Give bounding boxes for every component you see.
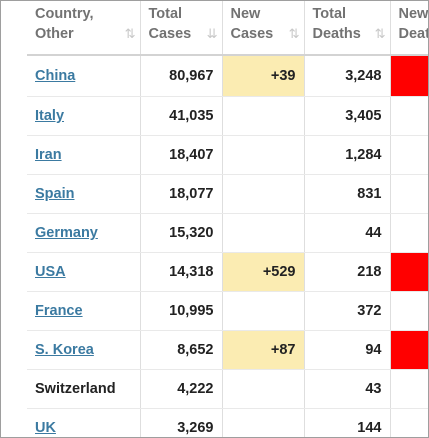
total-cases-cell: 3,269	[140, 408, 223, 437]
new-deaths-cell	[390, 174, 428, 214]
total-cases-cell: 10,995	[140, 291, 223, 331]
total-cases-cell: 18,407	[140, 135, 223, 175]
sort-icon[interactable]: ⇅	[374, 26, 386, 41]
column-header-total-cases[interactable]: Total Cases ⇊	[140, 1, 223, 56]
column-header-label: Total	[148, 6, 183, 22]
country-link[interactable]: S. Korea	[35, 342, 94, 358]
total-cases-cell: 80,967	[140, 55, 223, 97]
new-cases-cell	[222, 369, 305, 409]
new-cases-cell	[222, 174, 305, 214]
table-row: Germany 15,320 44	[27, 213, 428, 253]
new-cases-cell	[222, 213, 305, 253]
table-row: Iran 18,407 1,284	[27, 135, 428, 175]
country-cell: France	[27, 291, 141, 331]
sort-icon[interactable]: ⇅	[288, 26, 300, 41]
country-cell: UK	[27, 408, 141, 437]
country-cell: USA	[27, 252, 141, 292]
total-deaths-cell: 3,248	[304, 55, 391, 97]
column-header-label: Total	[312, 6, 347, 22]
country-cell: Germany	[27, 213, 141, 253]
total-cases-cell: 41,035	[140, 96, 223, 136]
country-link[interactable]: China	[35, 68, 76, 84]
country-link[interactable]: France	[35, 303, 83, 319]
table-row: Italy 41,035 3,405	[27, 96, 428, 136]
new-cases-cell: +87	[222, 330, 305, 370]
table-row: France 10,995 372	[27, 291, 428, 331]
new-cases-cell	[222, 291, 305, 331]
column-header-label: Death	[398, 26, 429, 42]
new-deaths-cell	[390, 252, 428, 292]
country-cell: Switzerland	[27, 369, 141, 409]
table-body: China 80,967 +39 3,248 Italy 41,035 3,405 Iran 1…	[27, 55, 428, 437]
total-cases-cell: 4,222	[140, 369, 223, 409]
new-deaths-cell	[390, 291, 428, 331]
column-header-label: Other	[35, 26, 74, 42]
total-deaths-cell: 372	[304, 291, 391, 331]
column-header-label: Cases	[148, 26, 192, 42]
new-deaths-cell	[390, 213, 428, 253]
total-cases-cell: 18,077	[140, 174, 223, 214]
total-cases-cell: 14,318	[140, 252, 223, 292]
cases-table: Country, Other ⇅ Total Cases ⇊ New Cases…	[27, 1, 429, 437]
new-cases-cell	[222, 135, 305, 175]
table-row: S. Korea 8,652 +87 94	[27, 330, 428, 370]
column-header-label: Cases	[230, 26, 274, 42]
table-row: USA 14,318 +529 218	[27, 252, 428, 292]
total-deaths-cell: 43	[304, 369, 391, 409]
new-deaths-cell	[390, 135, 428, 175]
country-link[interactable]: Germany	[35, 225, 98, 241]
total-cases-cell: 8,652	[140, 330, 223, 370]
column-header-label: Deaths	[312, 26, 361, 42]
total-deaths-cell: 3,405	[304, 96, 391, 136]
new-cases-cell	[222, 408, 305, 437]
new-deaths-cell	[390, 330, 428, 370]
new-cases-cell: +529	[222, 252, 305, 292]
new-deaths-cell	[390, 369, 428, 409]
column-header-label: New	[230, 6, 261, 22]
sort-icon[interactable]: ⇅	[124, 26, 136, 41]
table-header-row: Country, Other ⇅ Total Cases ⇊ New Cases…	[27, 1, 429, 56]
new-cases-cell: +39	[222, 55, 305, 97]
new-deaths-cell	[390, 55, 428, 97]
sort-descending-icon[interactable]: ⇊	[206, 26, 218, 41]
total-deaths-cell: 1,284	[304, 135, 391, 175]
total-deaths-cell: 831	[304, 174, 391, 214]
country-cell: Spain	[27, 174, 141, 214]
country-link[interactable]: UK	[35, 420, 56, 436]
table-row: China 80,967 +39 3,248	[27, 55, 428, 97]
country-cell: S. Korea	[27, 330, 141, 370]
total-deaths-cell: 94	[304, 330, 391, 370]
country-name: Switzerland	[35, 381, 116, 397]
column-header-new-cases[interactable]: New Cases ⇅	[222, 1, 305, 56]
table-row: Spain 18,077 831	[27, 174, 428, 214]
column-header-new-deaths[interactable]: New Death	[390, 1, 429, 56]
new-cases-cell	[222, 96, 305, 136]
country-link[interactable]: Italy	[35, 108, 65, 124]
new-deaths-cell	[390, 408, 428, 437]
column-header-label: New	[398, 6, 429, 22]
total-deaths-cell: 44	[304, 213, 391, 253]
new-deaths-cell	[390, 96, 428, 136]
country-cell: Italy	[27, 96, 141, 136]
country-link[interactable]: Spain	[35, 186, 75, 202]
table-row: Switzerland 4,222 43	[27, 369, 428, 409]
total-deaths-cell: 144	[304, 408, 391, 437]
country-link[interactable]: USA	[35, 264, 66, 280]
total-deaths-cell: 218	[304, 252, 391, 292]
country-link[interactable]: Iran	[35, 147, 62, 163]
country-cell: China	[27, 55, 141, 97]
column-header-total-deaths[interactable]: Total Deaths ⇅	[304, 1, 391, 56]
table-row: UK 3,269 144	[27, 408, 428, 437]
column-header-label: Country,	[35, 6, 94, 22]
total-cases-cell: 15,320	[140, 213, 223, 253]
country-cell: Iran	[27, 135, 141, 175]
column-header-country[interactable]: Country, Other ⇅	[27, 1, 141, 56]
